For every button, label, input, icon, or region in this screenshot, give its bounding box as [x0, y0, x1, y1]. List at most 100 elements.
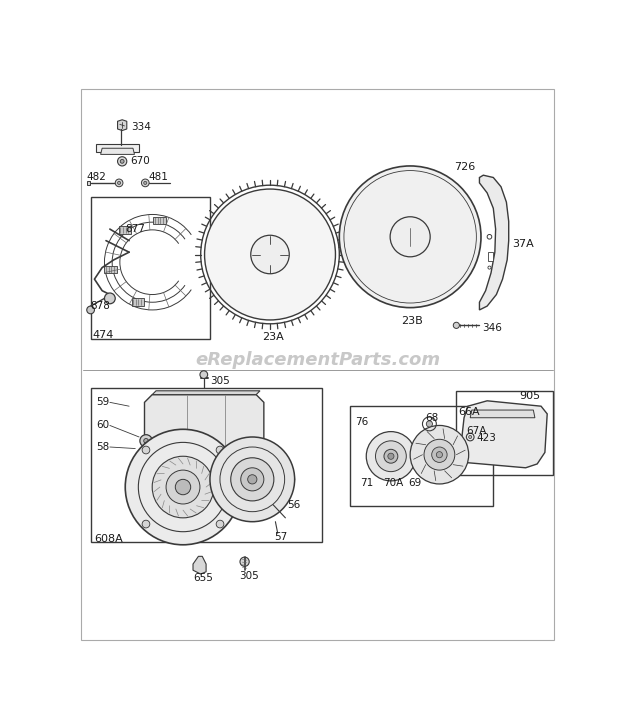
Polygon shape — [273, 193, 288, 235]
Text: 23B: 23B — [401, 316, 423, 326]
Circle shape — [216, 521, 224, 528]
Ellipse shape — [265, 247, 275, 262]
Text: 482: 482 — [87, 173, 107, 183]
Text: 305: 305 — [239, 570, 259, 580]
Polygon shape — [290, 258, 332, 273]
Circle shape — [241, 468, 264, 491]
Circle shape — [152, 456, 214, 518]
Circle shape — [432, 447, 447, 462]
Bar — [91, 388, 322, 542]
Circle shape — [205, 189, 335, 320]
Polygon shape — [431, 243, 469, 258]
Polygon shape — [416, 178, 432, 217]
Polygon shape — [104, 266, 117, 274]
Text: 76: 76 — [355, 417, 368, 427]
Polygon shape — [208, 236, 250, 251]
Polygon shape — [388, 257, 404, 296]
Text: 67A: 67A — [466, 426, 487, 436]
Polygon shape — [287, 214, 325, 246]
Text: 878: 878 — [91, 301, 110, 311]
Polygon shape — [350, 235, 388, 251]
Polygon shape — [396, 177, 412, 214]
Polygon shape — [87, 180, 90, 186]
Polygon shape — [231, 270, 259, 310]
Circle shape — [120, 160, 124, 163]
Polygon shape — [215, 215, 255, 243]
Circle shape — [376, 441, 406, 471]
Circle shape — [87, 306, 94, 314]
Text: 474: 474 — [93, 329, 114, 339]
Polygon shape — [281, 199, 309, 239]
Circle shape — [366, 432, 415, 481]
Polygon shape — [479, 175, 508, 310]
Polygon shape — [131, 298, 144, 306]
Polygon shape — [152, 391, 260, 395]
Polygon shape — [118, 120, 126, 131]
Text: 481: 481 — [148, 173, 168, 183]
Circle shape — [166, 470, 200, 504]
Polygon shape — [119, 226, 131, 234]
Circle shape — [339, 166, 481, 308]
Text: eReplacementParts.com: eReplacementParts.com — [195, 351, 440, 369]
Bar — [91, 197, 210, 339]
Circle shape — [118, 181, 121, 184]
Circle shape — [388, 453, 394, 459]
Circle shape — [104, 293, 115, 304]
Polygon shape — [460, 401, 547, 468]
Circle shape — [469, 435, 472, 438]
Polygon shape — [417, 257, 446, 292]
Text: 905: 905 — [520, 391, 541, 401]
Circle shape — [118, 157, 126, 166]
Circle shape — [216, 446, 224, 454]
Circle shape — [140, 435, 152, 447]
Circle shape — [427, 421, 433, 427]
Text: 57: 57 — [275, 532, 288, 542]
Polygon shape — [368, 252, 396, 288]
Circle shape — [250, 235, 290, 274]
Polygon shape — [144, 395, 264, 468]
Polygon shape — [425, 251, 462, 279]
Text: 56: 56 — [287, 500, 300, 510]
Text: 670: 670 — [130, 157, 149, 166]
Circle shape — [436, 452, 443, 458]
Text: 59: 59 — [96, 397, 109, 407]
Polygon shape — [285, 266, 326, 294]
Polygon shape — [153, 217, 166, 225]
Polygon shape — [193, 557, 206, 574]
Polygon shape — [374, 182, 403, 217]
Polygon shape — [408, 260, 425, 297]
Text: 655: 655 — [193, 573, 213, 583]
Bar — [488, 252, 492, 261]
Text: 726: 726 — [454, 162, 476, 173]
Circle shape — [424, 439, 455, 470]
Circle shape — [115, 179, 123, 187]
Ellipse shape — [405, 228, 415, 245]
Circle shape — [144, 181, 147, 184]
Circle shape — [453, 322, 459, 329]
Bar — [456, 391, 552, 476]
Polygon shape — [215, 263, 253, 295]
Polygon shape — [209, 254, 249, 274]
Circle shape — [384, 449, 398, 464]
Polygon shape — [278, 271, 311, 309]
Polygon shape — [355, 244, 390, 272]
Polygon shape — [470, 410, 535, 418]
Polygon shape — [270, 275, 290, 316]
Text: 68: 68 — [425, 413, 439, 423]
Circle shape — [410, 425, 469, 484]
Polygon shape — [291, 235, 331, 254]
Text: 66A: 66A — [458, 406, 479, 417]
Polygon shape — [430, 201, 465, 230]
Circle shape — [175, 479, 191, 495]
Circle shape — [125, 430, 241, 545]
Circle shape — [144, 438, 148, 443]
Circle shape — [200, 371, 208, 378]
Circle shape — [142, 446, 150, 454]
Polygon shape — [358, 195, 396, 223]
Circle shape — [390, 217, 430, 257]
Circle shape — [488, 266, 491, 269]
Text: 71: 71 — [360, 478, 373, 488]
Bar — [350, 406, 492, 506]
Polygon shape — [250, 193, 270, 234]
Text: 877: 877 — [125, 224, 145, 234]
